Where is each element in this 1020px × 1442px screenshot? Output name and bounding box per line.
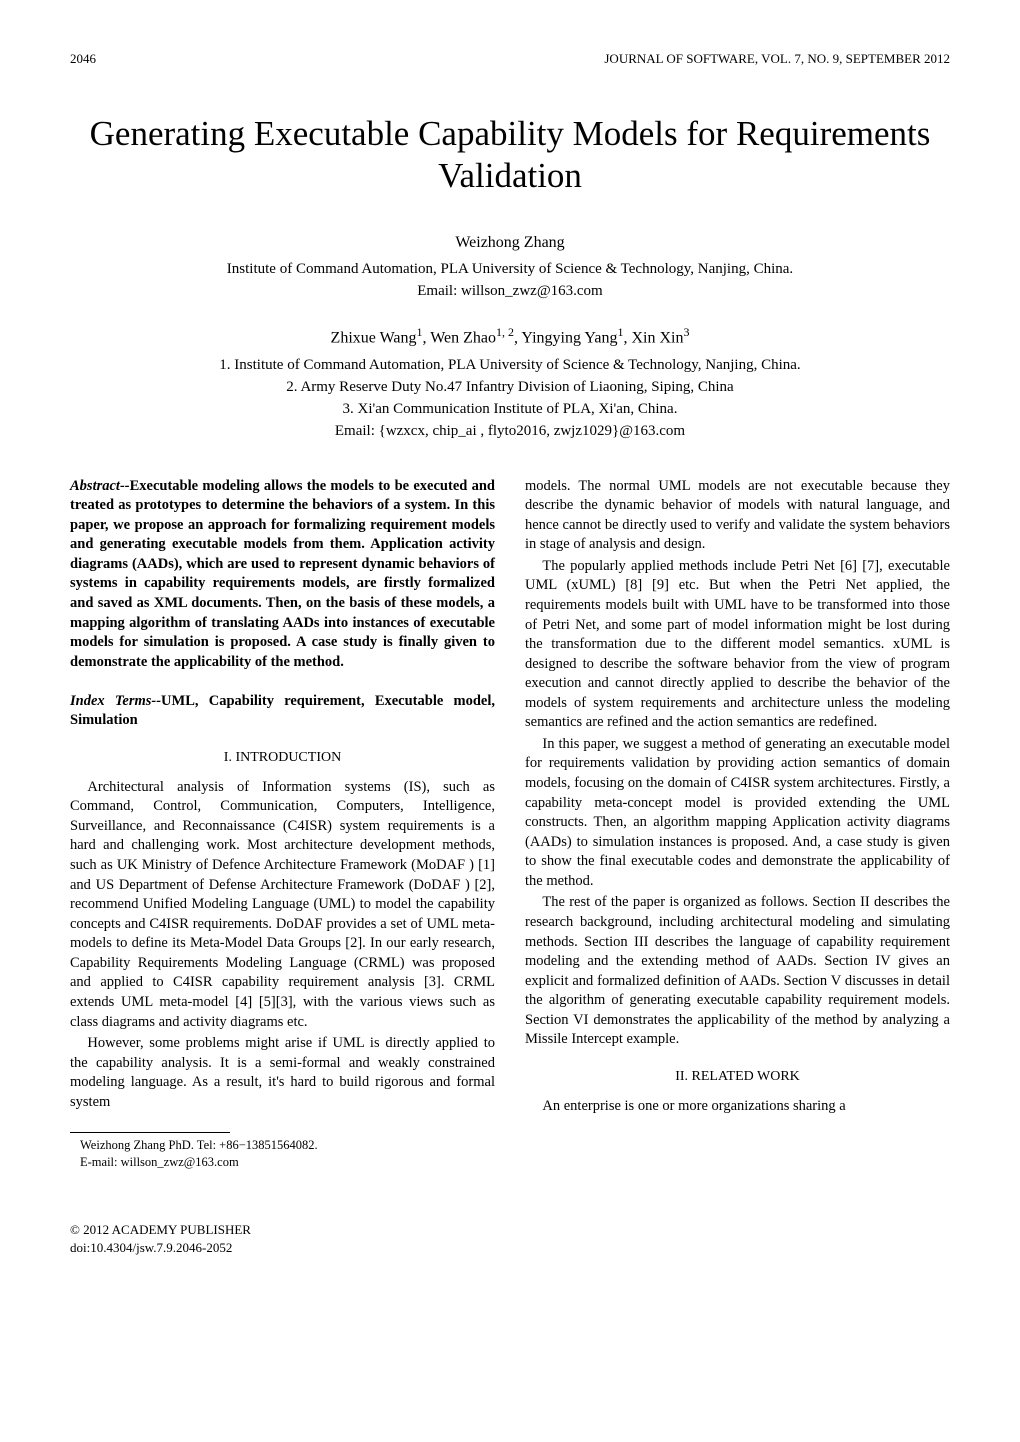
section-1-paragraph: Architectural analysis of Information sy… xyxy=(70,778,495,1032)
section-1-heading: I. INTRODUCTION xyxy=(70,749,495,768)
right-column: models. The normal UML models are not ex… xyxy=(525,477,950,1172)
affiliation: Institute of Command Automation, PLA Uni… xyxy=(70,259,950,279)
footnote-line: Weizhong Zhang PhD. Tel: +86−13851564082… xyxy=(70,1137,495,1154)
affiliation-3: 3. Xi'an Communication Institute of PLA,… xyxy=(70,399,950,419)
two-column-body: Abstract--Executable modeling allows the… xyxy=(70,477,950,1172)
body-paragraph: models. The normal UML models are not ex… xyxy=(525,477,950,555)
journal-info: JOURNAL OF SOFTWARE, VOL. 7, NO. 9, SEPT… xyxy=(604,50,950,68)
page-footer: © 2012 ACADEMY PUBLISHER doi:10.4304/jsw… xyxy=(70,1221,950,1256)
author-block-1: Weizhong Zhang Institute of Command Auto… xyxy=(70,232,950,302)
paper-title: Generating Executable Capability Models … xyxy=(70,113,950,197)
author-name: Weizhong Zhang xyxy=(70,232,950,254)
affiliation-2: 2. Army Reserve Duty No.47 Infantry Divi… xyxy=(70,377,950,397)
doi-line: doi:10.4304/jsw.7.9.2046-2052 xyxy=(70,1239,950,1257)
page-number: 2046 xyxy=(70,50,96,68)
author-names: Zhixue Wang1, Wen Zhao1, 2, Yingying Yan… xyxy=(70,324,950,349)
abstract-body: Executable modeling allows the models to… xyxy=(70,478,495,670)
footnote-line: E-mail: willson_zwz@163.com xyxy=(70,1154,495,1171)
abstract-label: Abstract-- xyxy=(70,478,130,494)
section-1-paragraph: However, some problems might arise if UM… xyxy=(70,1034,495,1112)
author-emails: Email: {wzxcx, chip_ai , flyto2016, zwjz… xyxy=(70,421,950,441)
section-2-heading: II. RELATED WORK xyxy=(525,1068,950,1087)
author-email: Email: willson_zwz@163.com xyxy=(70,281,950,301)
footnote-rule xyxy=(70,1132,230,1133)
body-paragraph: The rest of the paper is organized as fo… xyxy=(525,893,950,1050)
section-2-paragraph: An enterprise is one or more organizatio… xyxy=(525,1097,950,1117)
index-terms: Index Terms--UML, Capability requirement… xyxy=(70,692,495,731)
running-header: 2046 JOURNAL OF SOFTWARE, VOL. 7, NO. 9,… xyxy=(70,50,950,68)
body-paragraph: The popularly applied methods include Pe… xyxy=(525,557,950,733)
index-terms-label: Index Terms-- xyxy=(70,693,161,709)
author-block-2: Zhixue Wang1, Wen Zhao1, 2, Yingying Yan… xyxy=(70,324,950,442)
abstract: Abstract--Executable modeling allows the… xyxy=(70,477,495,673)
left-column: Abstract--Executable modeling allows the… xyxy=(70,477,495,1172)
copyright-line: © 2012 ACADEMY PUBLISHER xyxy=(70,1221,950,1239)
affiliation-1: 1. Institute of Command Automation, PLA … xyxy=(70,355,950,375)
body-paragraph: In this paper, we suggest a method of ge… xyxy=(525,735,950,892)
